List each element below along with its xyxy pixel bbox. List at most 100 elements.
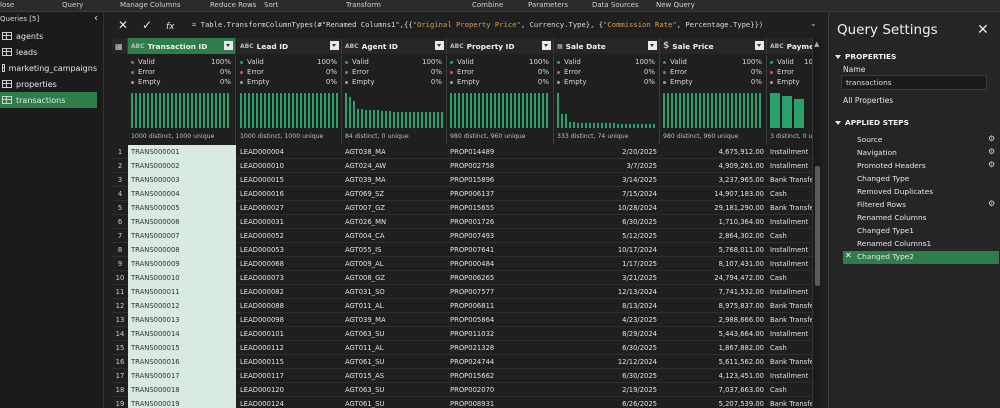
- table-cell[interactable]: PROP002070: [450, 386, 495, 394]
- table-cell[interactable]: AGT011_AL: [345, 344, 384, 352]
- column-header-payment-me[interactable]: ABCPayment Me: [767, 38, 812, 54]
- table-cell[interactable]: 4,675,912.00: [718, 148, 764, 156]
- column-filter-dropdown-icon[interactable]: [755, 41, 764, 50]
- table-cell[interactable]: PROP015655: [450, 204, 495, 212]
- table-cell[interactable]: LEAD000053: [240, 246, 284, 254]
- table-cell[interactable]: PROP024744: [450, 358, 495, 366]
- table-cell[interactable]: TRANS000015: [128, 341, 236, 355]
- table-cell[interactable]: PROP002758: [450, 162, 495, 170]
- table-cell[interactable]: Installment: [770, 330, 809, 338]
- table-cell[interactable]: LEAD000068: [240, 260, 284, 268]
- column-filter-dropdown-icon[interactable]: [435, 41, 444, 50]
- applied-step-promoted-headers[interactable]: Promoted Headers ⚙: [843, 160, 999, 173]
- table-cell[interactable]: TRANS000003: [128, 173, 236, 187]
- table-cell[interactable]: PROP006811: [450, 302, 495, 310]
- table-cell[interactable]: TRANS000013: [128, 313, 236, 327]
- table-cell[interactable]: 4/23/2025: [622, 316, 657, 324]
- table-cell[interactable]: 10/17/2024: [617, 246, 657, 254]
- column-filter-dropdown-icon[interactable]: [330, 41, 339, 50]
- table-cell[interactable]: LEAD000052: [240, 232, 284, 240]
- table-row[interactable]: 16 TRANS000016 LEAD000115 AGT061_SU PROP0247…: [112, 355, 812, 369]
- date-type-icon[interactable]: ▦: [557, 42, 563, 50]
- column-filter-dropdown-icon[interactable]: [542, 41, 551, 50]
- table-cell[interactable]: Installment: [770, 148, 809, 156]
- table-cell[interactable]: LEAD000088: [240, 302, 284, 310]
- table-cell[interactable]: Bank Transfer: [770, 358, 812, 366]
- table-cell[interactable]: TRANS000009: [128, 257, 236, 271]
- table-cell[interactable]: AGT063_SU: [345, 386, 385, 394]
- table-cell[interactable]: 5,443,664.00: [718, 330, 764, 338]
- column-header-property-id[interactable]: ABC Property ID: [447, 38, 554, 54]
- table-cell[interactable]: Cash: [770, 232, 787, 240]
- table-row[interactable]: 4 TRANS000004 LEAD000016 AGT069_SZ PROP00613…: [112, 187, 812, 201]
- table-cell[interactable]: 8/29/2024: [622, 330, 657, 338]
- table-cell[interactable]: AGT004_CA: [345, 232, 385, 240]
- table-row[interactable]: 14 TRANS000014 LEAD000101 AGT063_SU PROP0110…: [112, 327, 812, 341]
- formula-text[interactable]: = Table.TransformColumnTypes(#"Renamed C…: [192, 20, 764, 29]
- table-cell[interactable]: Cash: [770, 344, 787, 352]
- table-cell[interactable]: Cash: [770, 274, 787, 282]
- table-cell[interactable]: PROP015896: [450, 176, 495, 184]
- table-cell[interactable]: Installment: [770, 162, 809, 170]
- properties-section-header[interactable]: PROPERTIES: [835, 52, 896, 61]
- applied-step-renamed-columns1[interactable]: Renamed Columns1: [843, 238, 999, 251]
- query-item-agents[interactable]: agents: [0, 28, 97, 44]
- table-cell[interactable]: 3/21/2025: [622, 274, 657, 282]
- table-cell[interactable]: TRANS000018: [128, 383, 236, 397]
- table-cell[interactable]: 12/12/2024: [617, 358, 657, 366]
- table-cell[interactable]: 5,611,562.00: [718, 358, 764, 366]
- query-item-marketing-campaigns[interactable]: marketing_campaigns: [0, 60, 97, 76]
- table-cell[interactable]: Bank Transfer: [770, 316, 812, 324]
- table-cell[interactable]: 2,988,666.00: [718, 316, 764, 324]
- table-cell[interactable]: 6/30/2025: [622, 218, 657, 226]
- column-filter-dropdown-icon[interactable]: [648, 41, 657, 50]
- table-cell[interactable]: 10/28/2024: [617, 204, 657, 212]
- table-row[interactable]: 6 TRANS000006 LEAD000031 AGT026_MN PROP00172…: [112, 215, 812, 229]
- text-type-icon[interactable]: ABC: [450, 42, 464, 50]
- scroll-up-icon[interactable]: ▲: [814, 40, 820, 48]
- table-cell[interactable]: LEAD000004: [240, 148, 284, 156]
- query-item-transactions[interactable]: transactions: [0, 92, 97, 108]
- table-cell[interactable]: TRANS000017: [128, 369, 236, 383]
- table-cell[interactable]: 5/12/2025: [622, 232, 657, 240]
- table-row[interactable]: 3 TRANS000003 LEAD000015 AGT039_MA PROP01589…: [112, 173, 812, 187]
- expand-formula-icon[interactable]: ⌄: [810, 19, 817, 28]
- table-cell[interactable]: Installment: [770, 246, 809, 254]
- step-settings-gear-icon[interactable]: ⚙: [988, 199, 996, 208]
- apply-formula-icon[interactable]: ✓: [142, 18, 153, 32]
- delete-step-icon[interactable]: ✕: [845, 251, 852, 260]
- table-cell[interactable]: 3/14/2025: [622, 176, 657, 184]
- table-cell[interactable]: Bank Transfer: [770, 302, 812, 310]
- collapse-pane-icon[interactable]: ‹: [94, 13, 98, 24]
- column-header-sale-date[interactable]: ▦ Sale Date: [554, 38, 660, 54]
- table-cell[interactable]: 7/15/2024: [622, 190, 657, 198]
- query-item-leads[interactable]: leads: [0, 44, 97, 60]
- applied-step-changed-type2[interactable]: ✕ Changed Type2: [843, 251, 999, 264]
- table-row[interactable]: 18 TRANS000018 LEAD000120 AGT063_SU PROP0020…: [112, 383, 812, 397]
- table-cell[interactable]: AGT039_MA: [345, 316, 386, 324]
- table-cell[interactable]: AGT055_IS: [345, 246, 382, 254]
- table-cell[interactable]: 24,794,472.00: [714, 274, 764, 282]
- table-cell[interactable]: AGT008_GZ: [345, 274, 386, 282]
- table-cell[interactable]: 8/13/2024: [622, 302, 657, 310]
- distribution-chart[interactable]: [450, 93, 549, 128]
- table-cell[interactable]: 8,975,837.00: [718, 302, 764, 310]
- table-cell[interactable]: TRANS000008: [128, 243, 236, 257]
- applied-steps-header[interactable]: APPLIED STEPS: [835, 118, 909, 127]
- table-cell[interactable]: PROP008931: [450, 400, 495, 408]
- table-cell[interactable]: LEAD000031: [240, 218, 284, 226]
- table-cell[interactable]: 29,181,290.00: [714, 204, 764, 212]
- table-cell[interactable]: 14,907,183.00: [714, 190, 764, 198]
- table-cell[interactable]: TRANS000001: [128, 145, 236, 159]
- table-cell[interactable]: PROP006137: [450, 190, 495, 198]
- column-header-lead-id[interactable]: ABC Lead ID: [237, 38, 342, 54]
- table-cell[interactable]: 6/30/2025: [622, 372, 657, 380]
- distribution-chart[interactable]: [345, 93, 443, 128]
- applied-step-navigation[interactable]: Navigation ⚙: [843, 147, 999, 160]
- table-row[interactable]: 7 TRANS000007 LEAD000052 AGT004_CA PROP00749…: [112, 229, 812, 243]
- table-row[interactable]: 2 TRANS000002 LEAD000010 AGT024_AW PROP00275…: [112, 159, 812, 173]
- query-item-properties[interactable]: properties: [0, 76, 97, 92]
- table-cell[interactable]: 6/30/2025: [622, 344, 657, 352]
- table-cell[interactable]: 2,864,302.00: [718, 232, 764, 240]
- step-settings-gear-icon[interactable]: ⚙: [988, 160, 996, 169]
